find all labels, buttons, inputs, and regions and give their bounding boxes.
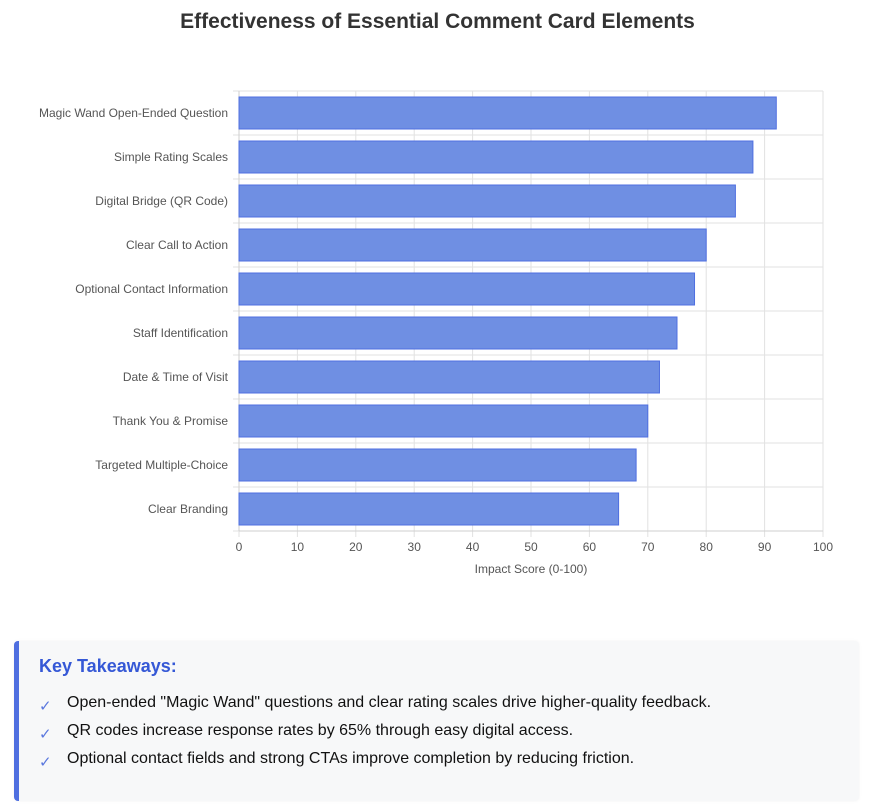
x-tick-label: 100 xyxy=(813,540,833,554)
x-axis-label: Impact Score (0-100) xyxy=(475,562,588,576)
chart-title: Effectiveness of Essential Comment Card … xyxy=(180,10,695,33)
x-tick-label: 50 xyxy=(524,540,538,554)
y-tick-label: Staff Identification xyxy=(133,326,228,340)
y-tick-label: Targeted Multiple-Choice xyxy=(95,458,228,472)
x-tick-label: 0 xyxy=(236,540,243,554)
bar xyxy=(238,184,736,218)
x-tick-label: 90 xyxy=(758,540,772,554)
x-tick-label: 30 xyxy=(408,540,422,554)
x-tick-label: 60 xyxy=(583,540,597,554)
bar xyxy=(238,404,649,438)
takeaway-text: Open-ended "Magic Wand" questions and cl… xyxy=(67,694,712,711)
list-item: ✓ Open-ended "Magic Wand" questions and c… xyxy=(39,692,711,720)
x-tick-label: 10 xyxy=(291,540,305,554)
bar xyxy=(238,228,707,262)
takeaways-list: ✓ Open-ended "Magic Wand" questions and c… xyxy=(39,692,711,776)
bar xyxy=(238,492,620,526)
check-icon: ✓ xyxy=(39,726,52,743)
takeaway-text: Optional contact fields and strong CTAs … xyxy=(67,750,635,767)
takeaway-text: QR codes increase response rates by 65% … xyxy=(67,722,574,739)
bar xyxy=(238,448,637,482)
list-item: ✓ QR codes increase response rates by 65%… xyxy=(39,720,711,748)
y-tick-label: Digital Bridge (QR Code) xyxy=(95,194,228,208)
y-tick-label: Date & Time of Visit xyxy=(123,370,229,384)
x-tick-label: 70 xyxy=(641,540,655,554)
y-tick-label: Thank You & Promise xyxy=(113,414,229,428)
y-tick-label: Clear Call to Action xyxy=(126,238,228,252)
y-tick-label: Simple Rating Scales xyxy=(114,150,228,164)
y-tick-label: Magic Wand Open-Ended Question xyxy=(39,106,228,120)
key-takeaways-panel: Key Takeaways: ✓ Open-ended "Magic Wand" … xyxy=(14,641,859,801)
list-item: ✓ Optional contact fields and strong CTAs… xyxy=(39,748,711,776)
takeaways-heading: Key Takeaways: xyxy=(39,656,177,676)
check-icon: ✓ xyxy=(39,754,52,771)
bar xyxy=(238,272,696,306)
check-icon: ✓ xyxy=(39,698,52,715)
y-tick-label: Clear Branding xyxy=(148,502,228,516)
bar xyxy=(238,360,660,394)
bar xyxy=(238,96,777,130)
x-tick-label: 40 xyxy=(466,540,480,554)
x-tick-label: 80 xyxy=(700,540,714,554)
bar xyxy=(238,140,754,174)
x-tick-label: 20 xyxy=(349,540,363,554)
y-tick-label: Optional Contact Information xyxy=(75,282,228,296)
bar-chart: Magic Wand Open-Ended Question Simple Rat… xyxy=(39,90,833,576)
bar xyxy=(238,316,678,350)
